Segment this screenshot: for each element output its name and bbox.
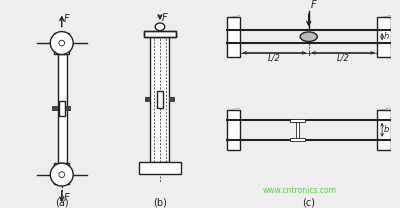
Bar [144,31,176,37]
Bar [52,106,58,111]
Circle shape [50,32,73,54]
Text: F: F [64,193,69,203]
Bar [54,163,69,184]
Bar [144,31,176,37]
Ellipse shape [155,23,165,31]
Bar [150,37,170,162]
Bar [157,91,163,108]
Circle shape [50,163,73,186]
Ellipse shape [300,32,317,41]
Text: h: h [384,32,389,41]
Bar [227,17,240,57]
Text: b: b [384,125,390,134]
Bar [227,110,240,150]
Text: (c): (c) [302,197,315,207]
Bar [290,119,305,122]
Text: F: F [162,12,168,22]
Bar [59,101,64,116]
Bar [377,110,391,150]
Text: L/2: L/2 [336,54,350,63]
Text: F: F [64,14,69,24]
Text: (b): (b) [153,197,167,207]
Bar [145,97,150,102]
Text: F: F [311,0,316,10]
Text: www.cntronics.com: www.cntronics.com [263,186,337,195]
Circle shape [59,172,64,177]
Circle shape [59,40,64,46]
Bar [58,54,66,163]
Bar [296,122,299,138]
Bar [54,33,69,54]
Bar [290,138,305,141]
Bar [170,97,175,102]
Text: L/2: L/2 [268,54,281,63]
Bar [377,17,391,57]
Bar [139,162,181,174]
Text: (a): (a) [55,197,68,207]
Bar [66,106,71,111]
